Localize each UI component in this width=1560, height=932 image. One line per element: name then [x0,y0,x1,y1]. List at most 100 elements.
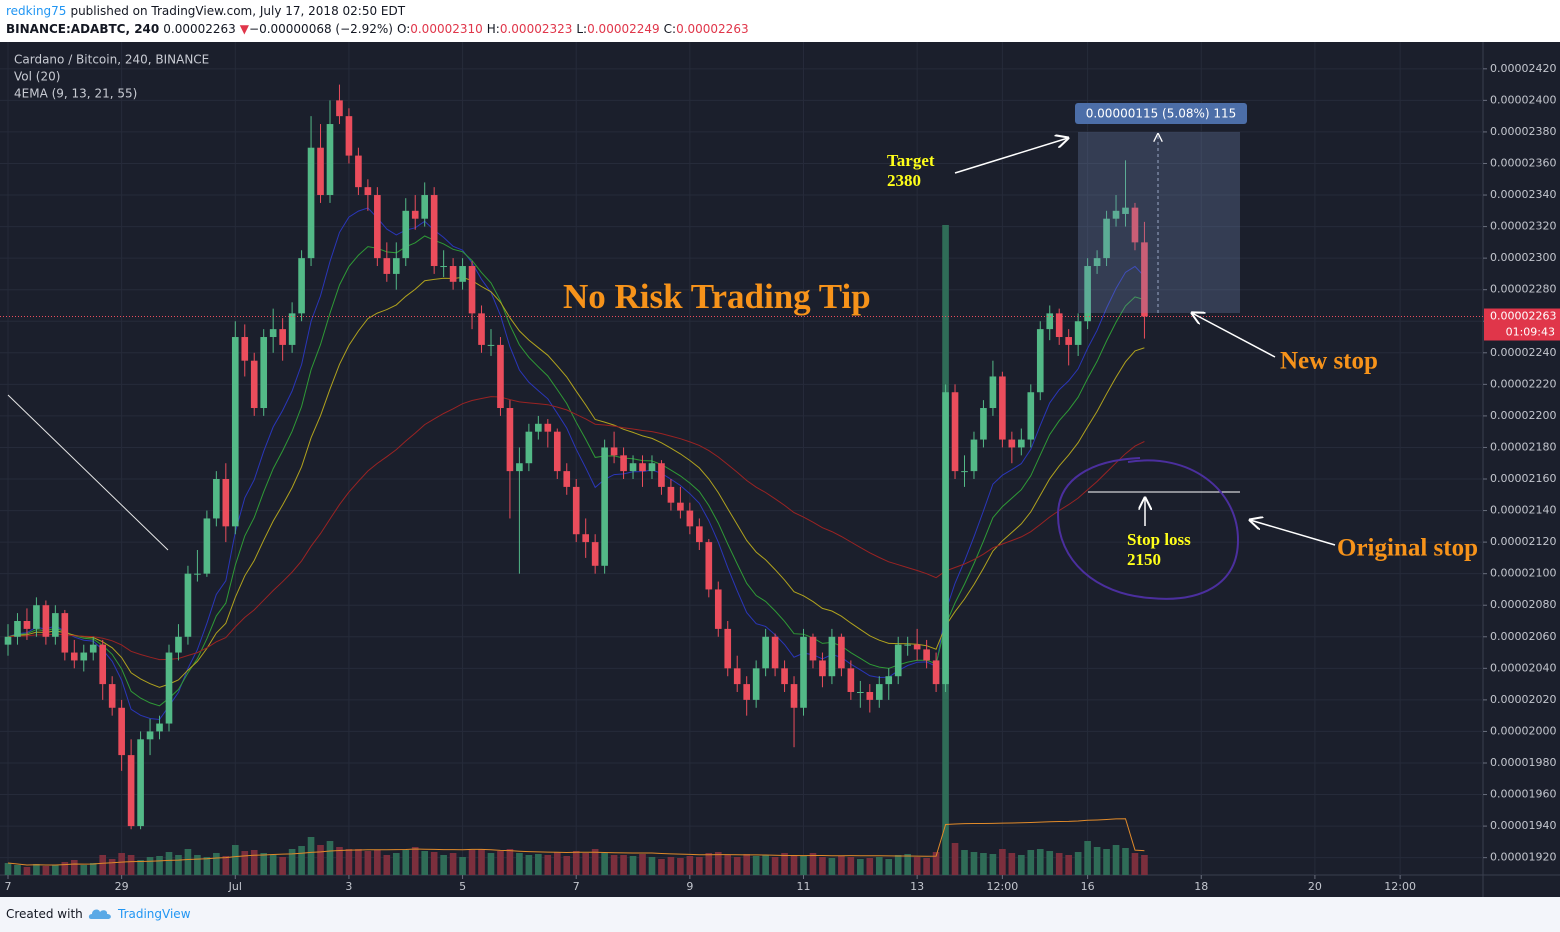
volume-bar [582,853,590,875]
volume-bar [1131,853,1139,875]
volume-bar [411,847,419,875]
volume-bar [648,857,656,875]
volume-bar [705,853,713,875]
y-tick-label: 0.00002300 [1490,251,1556,264]
candle-body [847,668,855,692]
open-name: O: [396,22,411,36]
candle-body [497,344,504,409]
ema-line [7,396,1145,661]
volume-bar [430,852,438,875]
x-tick-label: 12:00 [1384,880,1416,893]
candle-body [127,755,135,827]
volume-bar [241,851,249,875]
candle-body [686,510,694,527]
last-price-label: 0.00002263 01:09:43 [1484,308,1560,341]
candle-body [809,636,817,661]
ema-legend: 4EMA (9, 13, 21, 55) [14,87,137,101]
candle-body [260,337,268,409]
candle-body [714,589,722,629]
volume-bar [1018,855,1025,875]
volume-bar [194,855,201,875]
candle-body [989,376,997,409]
candle-body [866,691,874,700]
x-tick-label: 12:00 [987,880,1019,893]
candle-body [146,731,154,740]
direction: ▼ [239,22,250,36]
grid [0,42,1483,875]
candle-body [298,258,305,314]
volume-bar [288,849,296,875]
volume-bar [175,855,182,875]
candle-body [506,408,514,472]
volume-bar [23,867,31,875]
y-tick-label: 0.00002360 [1490,156,1556,169]
volume-bar [743,854,750,875]
candle-body [572,486,580,535]
candle-body [932,660,940,685]
volume-bar [696,857,703,875]
volume-legend: Vol (20) [14,70,60,84]
candle-body [402,210,410,259]
x-tick-label: Jul [228,880,242,893]
x-tick-label: 20 [1308,880,1322,893]
candle-body [184,573,192,637]
high-value: 0.00002323 [499,22,573,36]
x-tick-label: 7 [5,880,12,893]
candle-body [885,676,893,685]
original-stop-arrow [1250,520,1336,546]
x-tick-label: 11 [797,880,811,893]
close-name: C: [663,22,677,36]
volume-bar [714,852,722,875]
volume-bar [355,849,362,875]
volume-bar [1122,848,1129,875]
new-stop-label: New stop [1280,348,1378,375]
x-tick-label: 3 [345,880,352,893]
volume-bar [535,854,542,875]
candle-body [99,644,107,685]
ema-line [7,207,1145,721]
brand-cloud [88,909,111,919]
author: redking75 [6,4,67,18]
low-value: 0.00002249 [587,22,660,36]
volume-bar [364,851,372,875]
candle-body [288,313,296,345]
volume-bar [1103,849,1110,875]
symbol: BINANCE:ADABTC, 240 [6,22,160,36]
chart-background [0,42,1560,897]
volume-bar [913,857,921,875]
volume-bar [724,855,732,875]
candle-body [89,644,97,653]
x-tick-label: 29 [115,880,129,893]
volume-bar [118,853,125,875]
header: redking75 published on TradingView.com, J… [0,0,1560,42]
x-tick-label: 9 [686,880,693,893]
candle-body [1027,392,1035,440]
volume-bar [222,856,230,875]
candle-body [620,455,627,472]
volume-bar [184,849,192,875]
y-tick-label: 0.00001960 [1490,788,1556,801]
volume-bar [80,865,88,875]
volume-bar [1036,849,1044,875]
candle-body [250,360,258,409]
y-tick-label: 0.00002420 [1490,62,1556,75]
last-price-text: 0.00002263 [1490,310,1556,323]
candle-body [165,652,173,724]
candle-body [1112,210,1120,219]
candle-body [781,668,788,685]
volume-bar [383,855,391,875]
candle-body [610,447,618,456]
volume-bar [459,857,466,875]
chart-title: Cardano / Bitcoin, 240, BINANCE [14,53,209,67]
candle-body [70,652,78,661]
candle-body [1008,439,1016,448]
countdown: 01:09:43 [1506,326,1555,339]
candle-body [459,266,466,282]
candle-body [118,707,125,756]
volume-bar [345,849,353,875]
volume-bar [800,856,807,875]
brand-logo [88,909,111,919]
candle-body [355,155,362,188]
volume-bar [108,859,116,875]
